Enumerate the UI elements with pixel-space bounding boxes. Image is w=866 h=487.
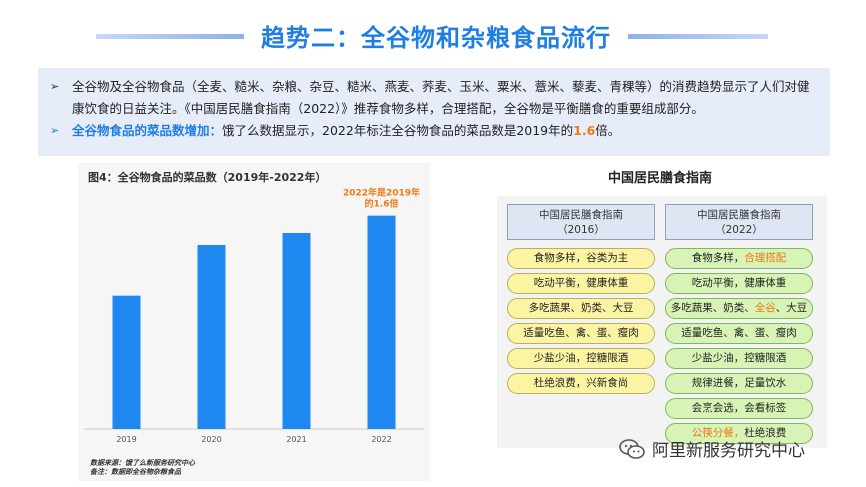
arrow-bullet-icon: ➢ [50, 124, 60, 137]
watermark: 阿里新服务研究中心 [618, 436, 805, 461]
title-decoration-right [628, 34, 768, 39]
guide-title: 中国居民膳食指南 [607, 171, 712, 186]
guide-2022-item-text: 杜绝浪费 [744, 427, 787, 439]
guide-2022-item-highlight: 全谷 [754, 302, 776, 314]
x-tick-label: 2022 [371, 435, 391, 444]
bar-2021 [282, 233, 311, 429]
guide-2022-item-highlight: 公筷分餐， [691, 427, 745, 439]
chart-source: 数据来源：饿了么新服务研究中心 备注：数据即全谷物杂粮食品 [90, 459, 195, 477]
bar-2020 [197, 245, 226, 429]
guide-2016-header-line-1: 中国居民膳食指南 [539, 209, 623, 221]
watermark-text: 阿里新服务研究中心 [652, 441, 805, 461]
guide-2022-item: 适量吃鱼、禽、蛋、瘦肉 [665, 323, 813, 344]
bar-chart: 2022年是2019年 的1.6倍 2019 2020 2021 2022 [84, 187, 424, 444]
bar-chart-panel: 2022年是2019年 的1.6倍 2019 2020 2021 2022 图4：全谷… [78, 163, 430, 481]
guide-2022-item-new: 规律进餐，足量饮水 [665, 373, 813, 394]
bar-2022 [367, 215, 396, 429]
guide-2016-header-line-2: （2016） [557, 224, 605, 236]
intro-bullet-2-text: 饿了么数据显示，2022年标注全谷物食品的菜品数是2019年的 [222, 123, 574, 138]
guide-2022-item-new: 会烹会选，会看标签 [665, 398, 813, 419]
guide-2022-header-line-2: （2022） [715, 224, 763, 236]
guide-2022-header: 中国居民膳食指南 （2022） [665, 204, 813, 240]
chart-annotation-line-1: 2022年是2019年 [343, 187, 420, 199]
guide-2016-item: 吃动平衡，健康体重 [507, 273, 655, 294]
guide-2016-item: 食物多样，谷类为主 [507, 248, 655, 269]
guide-2016-item: 少盐少油，控糖限酒 [507, 348, 655, 369]
guide-2022-item-text: 、大豆 [775, 302, 808, 314]
title-row: 趋势二：全谷物和杂粮食品流行 [0, 14, 866, 60]
guide-2016-header: 中国居民膳食指南 （2016） [507, 204, 655, 240]
page-title: 趋势二：全谷物和杂粮食品流行 [261, 24, 611, 52]
intro-bullet-1-text: 全谷物及全谷物食品（全麦、糙米、杂粮、杂豆、糙米、燕麦、荞麦、玉米、粟米、薏米、… [72, 79, 810, 116]
x-tick-label: 2019 [116, 435, 136, 444]
guide-2022-item-highlight: 合理搭配 [744, 252, 787, 264]
chart-title: 图4：全谷物食品的菜品数（2019年-2022年） [88, 171, 327, 184]
x-tick-label: 2021 [286, 435, 306, 444]
intro-bullet-2-tail: 倍。 [595, 123, 621, 138]
wechat-icon [619, 438, 645, 459]
guide-2022-item: 吃动平衡，健康体重 [665, 273, 813, 294]
intro-box: ➢ 全谷物及全谷物食品（全麦、糙米、杂粮、杂豆、糙米、燕麦、荞麦、玉米、粟米、薏… [38, 68, 830, 156]
guide-2016-item: 杜绝浪费，兴新食尚 [507, 373, 655, 394]
intro-bullet-1: ➢ 全谷物及全谷物食品（全麦、糙米、杂粮、杂豆、糙米、燕麦、荞麦、玉米、粟米、薏… [50, 76, 816, 120]
guide-2016-item: 适量吃鱼、禽、蛋、瘦肉 [507, 323, 655, 344]
intro-bullet-2-head: 全谷物食品的菜品数增加： [72, 123, 223, 138]
x-tick-label: 2020 [201, 435, 221, 444]
intro-bullet-2-value: 1.6 [573, 123, 596, 138]
guide-2022-item-text: 食物多样， [691, 252, 745, 264]
chart-annotation-line-2: 的1.6倍 [365, 198, 399, 210]
guide-2022-item: 食物多样，合理搭配 [665, 248, 813, 269]
intro-bullet-2: ➢ 全谷物食品的菜品数增加：饿了么数据显示，2022年标注全谷物食品的菜品数是2… [50, 120, 816, 142]
dietary-guide-comparison: 中国居民膳食指南 （2016） 中国居民膳食指南 （2022） 食物多样，谷类为… [497, 196, 827, 448]
arrow-bullet-icon: ➢ [50, 80, 60, 93]
guide-2022-item-text: 多吃蔬果、奶类、 [670, 302, 755, 314]
chart-source-line-2: 备注：数据即全谷物杂粮食品 [90, 468, 181, 476]
chart-source-line-1: 数据来源：饿了么新服务研究中心 [90, 459, 195, 467]
guide-2022-header-line-1: 中国居民膳食指南 [697, 209, 781, 221]
guide-2022-item: 少盐少油，控糖限酒 [665, 348, 813, 369]
guide-2022-item: 多吃蔬果、奶类、全谷、大豆 [665, 298, 813, 319]
guide-2016-item: 多吃蔬果、奶类、大豆 [507, 298, 655, 319]
title-decoration-left [96, 34, 244, 39]
bar-2019 [112, 295, 141, 429]
guide-2022-item: 公筷分餐，杜绝浪费 [665, 423, 813, 444]
